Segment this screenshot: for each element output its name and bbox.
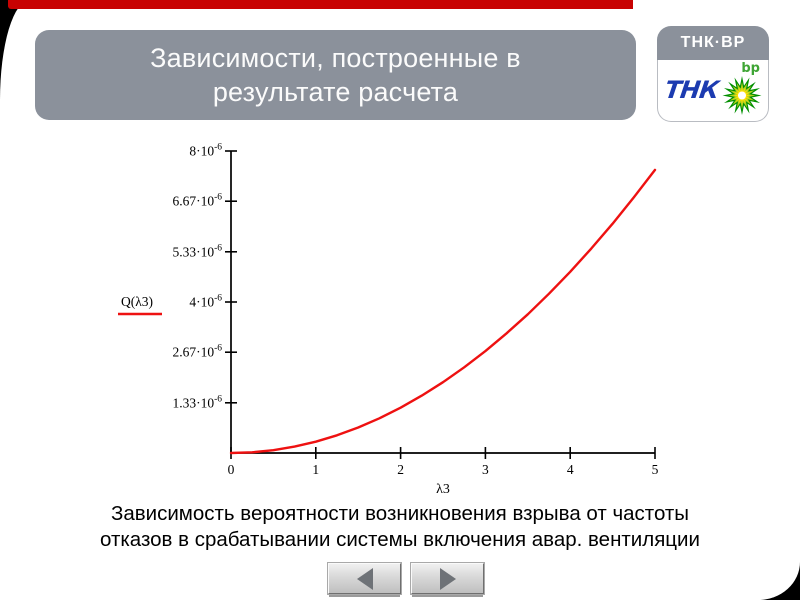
q-curve — [229, 168, 657, 455]
x-tick-label: 1 — [312, 462, 319, 477]
tnk-bp-logo-body: ТНК bp — [657, 60, 769, 122]
x-axis-label: λ3 — [436, 482, 450, 495]
bp-wordmark: bp — [741, 61, 760, 76]
caption-line2: отказов в срабатывании системы включения… — [100, 528, 700, 551]
next-slide-button[interactable] — [410, 562, 485, 595]
x-tick-label: 2 — [397, 462, 404, 477]
tnk-bp-wordmark: ТНК·ВР — [680, 34, 746, 51]
slide-title-line2: результате расчета — [212, 77, 459, 107]
y-tick-label: 8·10-6 — [189, 143, 222, 159]
y-tick-label: 6.67·10-6 — [172, 193, 222, 209]
top-red-accent-bar — [8, 0, 633, 9]
x-tick-label: 5 — [652, 462, 659, 477]
prev-slide-button[interactable] — [327, 562, 402, 595]
slide-navigation — [327, 562, 485, 595]
title-banner: Зависимости, построенные в результате ра… — [35, 30, 636, 120]
y-tick-label: 1.33·10-6 — [172, 394, 222, 410]
q-lambda-chart: 1.33·10-6 2.67·10-6 4·10-6 5.33·10-6 6.67·10… — [115, 135, 695, 495]
slide-title-line1: Зависимости, построенные в — [150, 43, 521, 73]
tnk-bp-logo: ТНК·ВР ТНК bp — [657, 26, 769, 123]
x-tick-label: 0 — [228, 462, 235, 477]
y-tick-label: 4·10-6 — [189, 294, 222, 310]
bp-helios-icon — [722, 76, 762, 115]
chart-caption: Зависимость вероятности возникновения вз… — [0, 501, 800, 553]
x-tick-label: 4 — [567, 462, 574, 477]
caption-line1: Зависимость вероятности возникновения вз… — [110, 502, 690, 525]
helios-center — [738, 91, 746, 100]
legend-label: Q(λ3) — [121, 294, 153, 309]
tnk-bp-logo-header: ТНК·ВР — [657, 26, 769, 60]
chart-canvas: 1.33·10-6 2.67·10-6 4·10-6 5.33·10-6 6.67·10… — [118, 143, 659, 495]
y-tick-label: 2.67·10-6 — [172, 344, 222, 360]
next-arrow-icon — [439, 567, 456, 590]
tnk-logotype: ТНК — [663, 76, 721, 104]
prev-arrow-icon — [356, 567, 373, 590]
y-tick-label: 5.33·10-6 — [172, 243, 222, 259]
x-tick-label: 3 — [482, 462, 489, 477]
